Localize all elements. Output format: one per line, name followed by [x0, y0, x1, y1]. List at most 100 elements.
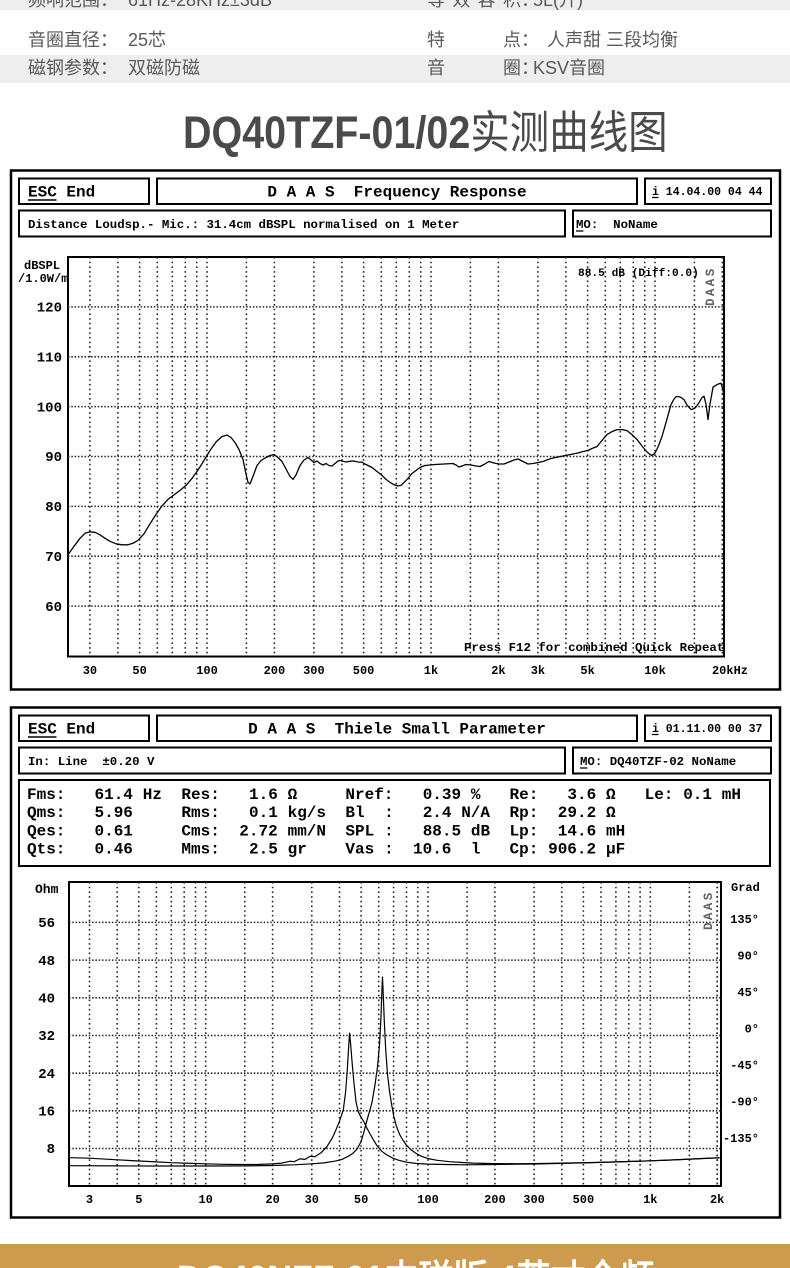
svg-text:45°: 45° [737, 986, 759, 1000]
svg-text:29.2: 29.2 [558, 804, 596, 822]
svg-text:30: 30 [305, 1193, 319, 1207]
svg-text:Hz: Hz [143, 786, 162, 804]
svg-text:Lp:: Lp: [510, 822, 539, 840]
svg-text:2k: 2k [491, 664, 505, 678]
svg-text:90: 90 [45, 450, 62, 466]
svg-text:14.6: 14.6 [558, 822, 596, 840]
svg-text::: : [384, 841, 394, 859]
svg-text:0.46: 0.46 [95, 841, 133, 859]
svg-text:In: Line ±0.20 V: In: Line ±0.20 V [28, 755, 155, 769]
svg-text:0°: 0° [745, 1023, 759, 1037]
svg-text:Distance Loudsp.- Mic.: 31.4cm: Distance Loudsp.- Mic.: 31.4cm dBSPL nor… [28, 218, 459, 232]
svg-text:Fms:: Fms: [27, 786, 65, 804]
svg-text:Vas: Vas [345, 841, 374, 859]
svg-text:Rms:: Rms: [181, 804, 219, 822]
svg-text:DAAS: DAAS [702, 890, 716, 930]
svg-text:Ω: Ω [606, 804, 616, 822]
svg-text:32: 32 [38, 1029, 55, 1045]
svg-text:0.1: 0.1 [249, 804, 278, 822]
svg-text:-135°: -135° [723, 1132, 759, 1146]
svg-text:Qts:: Qts: [27, 841, 65, 859]
svg-text:100: 100 [196, 664, 218, 678]
svg-text:120: 120 [37, 301, 62, 317]
svg-text:2k: 2k [710, 1193, 724, 1207]
svg-text:-45°: -45° [730, 1059, 759, 1073]
svg-text:Qms:: Qms: [27, 804, 65, 822]
svg-text:56: 56 [38, 916, 55, 932]
svg-text:/1.0W/m: /1.0W/m [18, 272, 68, 286]
svg-text:mH: mH [606, 822, 625, 840]
svg-text:60: 60 [45, 600, 62, 616]
svg-text:i 14.04.00 04 44: i 14.04.00 04 44 [652, 186, 763, 199]
svg-text:135°: 135° [730, 913, 759, 927]
svg-text:20kHz: 20kHz [712, 664, 748, 678]
svg-text:mm/N: mm/N [288, 822, 326, 840]
svg-text:16: 16 [38, 1105, 55, 1121]
svg-text:Rp:: Rp: [510, 804, 539, 822]
svg-text:906.2: 906.2 [548, 841, 596, 859]
svg-text:Ω: Ω [288, 786, 298, 804]
svg-text:MO: DQ40TZF-02 NoName: MO: DQ40TZF-02 NoName [580, 755, 736, 769]
svg-text:80: 80 [45, 500, 62, 516]
svg-text::: : [384, 804, 394, 822]
svg-text:MO: NoName: MO: NoName [576, 218, 658, 232]
svg-text:300: 300 [303, 664, 325, 678]
svg-text:%: % [471, 786, 481, 804]
svg-text:100: 100 [37, 400, 62, 416]
svg-text:l: l [471, 841, 481, 859]
svg-text:i 01.11.00 00 37: i 01.11.00 00 37 [652, 723, 763, 736]
svg-text:Press F12 for combined Quick R: Press F12 for combined Quick Repeat [464, 641, 724, 655]
svg-text:3k: 3k [531, 664, 545, 678]
svg-text:ESC End: ESC End [28, 721, 95, 739]
svg-text:Cms:: Cms: [181, 822, 219, 840]
svg-text:D A A S Thiele Small Paramete: D A A S Thiele Small Parameter [248, 721, 546, 739]
svg-text:1k: 1k [643, 1193, 657, 1207]
svg-text:5.96: 5.96 [95, 804, 133, 822]
svg-text:D A A S Frequency Response: D A A S Frequency Response [267, 184, 526, 202]
svg-text:100: 100 [417, 1193, 439, 1207]
svg-text:Res:: Res: [181, 786, 219, 804]
svg-text:0.1: 0.1 [683, 786, 712, 804]
svg-text:3.6: 3.6 [567, 786, 596, 804]
svg-text:2.72: 2.72 [239, 822, 277, 840]
svg-text:500: 500 [353, 664, 375, 678]
svg-text:Bl: Bl [345, 804, 364, 822]
svg-text:ESC End: ESC End [28, 184, 95, 202]
svg-text:200: 200 [484, 1193, 506, 1207]
svg-text:50: 50 [132, 664, 146, 678]
svg-text:10k: 10k [644, 664, 666, 678]
svg-text:8: 8 [47, 1142, 55, 1158]
svg-text:24: 24 [38, 1067, 55, 1083]
svg-text:1k: 1k [424, 664, 438, 678]
svg-text::: : [384, 822, 394, 840]
svg-text:Mms:: Mms: [181, 841, 219, 859]
svg-text:300: 300 [523, 1193, 545, 1207]
svg-text:Ω: Ω [606, 786, 616, 804]
svg-text:mH: mH [722, 786, 741, 804]
svg-text:Ohm: Ohm [35, 882, 59, 897]
svg-text:3: 3 [86, 1193, 93, 1207]
svg-text:50: 50 [354, 1193, 368, 1207]
svg-text:500: 500 [573, 1193, 595, 1207]
svg-text:0.61: 0.61 [95, 822, 133, 840]
svg-text:30: 30 [83, 664, 97, 678]
svg-text:SPL: SPL [345, 822, 374, 840]
svg-text:Re:: Re: [510, 786, 539, 804]
svg-text:-90°: -90° [730, 1096, 759, 1110]
svg-text:2.4: 2.4 [423, 804, 452, 822]
svg-text:70: 70 [45, 550, 62, 566]
svg-text:Grad: Grad [731, 881, 760, 895]
svg-text:N/A: N/A [461, 804, 490, 822]
svg-text:10.6: 10.6 [413, 841, 451, 859]
svg-text:μF: μF [606, 841, 625, 859]
svg-text:1.6: 1.6 [249, 786, 278, 804]
svg-text:20: 20 [265, 1193, 279, 1207]
svg-text:40: 40 [38, 992, 55, 1008]
svg-text:48: 48 [38, 954, 55, 970]
svg-text:gr: gr [288, 841, 307, 859]
svg-text:0.39: 0.39 [423, 786, 461, 804]
svg-text:dBSPL: dBSPL [24, 259, 60, 273]
svg-text:61.4: 61.4 [95, 786, 134, 804]
svg-text:DAAS: DAAS [704, 266, 718, 306]
svg-text:Cp:: Cp: [510, 841, 539, 859]
